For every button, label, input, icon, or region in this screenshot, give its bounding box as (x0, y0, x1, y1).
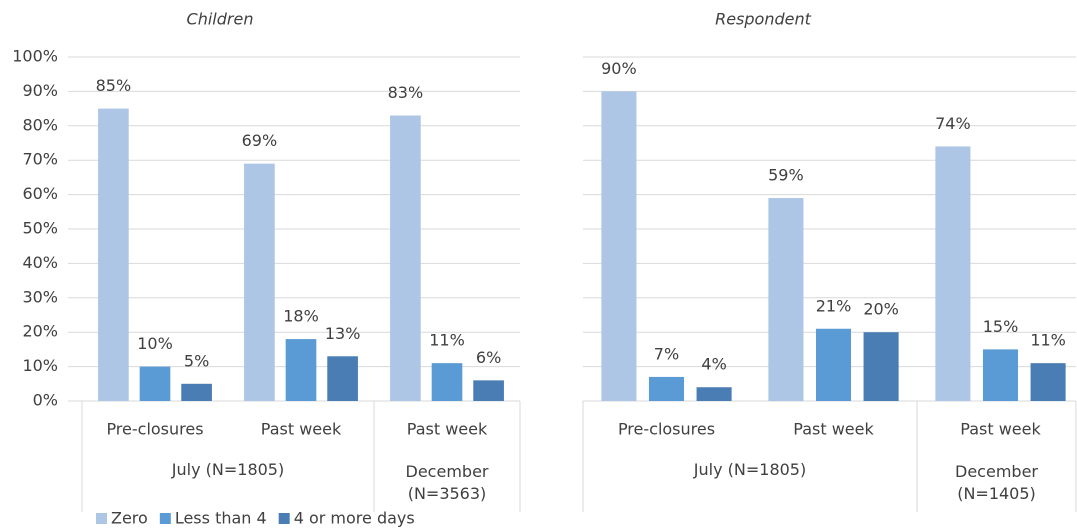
bar (863, 332, 899, 401)
bar (244, 163, 275, 401)
y-tick-label: 80% (22, 115, 58, 134)
x-tick-label: Past week (261, 420, 342, 439)
group-label: December (N=3563) (405, 462, 489, 503)
data-label: 90% (601, 59, 637, 78)
chart-title: Children (187, 10, 254, 29)
bar (327, 356, 358, 401)
data-label: 85% (96, 76, 132, 95)
legend-label: 4 or more days (294, 509, 415, 528)
bar (431, 363, 463, 401)
group-label: July (N=1805) (171, 460, 285, 479)
legend-label: Zero (111, 509, 148, 528)
x-tick-label: Past week (960, 420, 1041, 439)
bar (139, 366, 171, 401)
bar (181, 383, 212, 401)
group-label: July (N=1805) (693, 460, 807, 479)
bar (935, 146, 971, 401)
data-label: 13% (325, 324, 361, 343)
y-tick-label: 100% (12, 47, 58, 66)
x-tick-label: Past week (407, 420, 488, 439)
data-label: 6% (476, 348, 501, 367)
legend-swatch (159, 513, 171, 524)
data-label: 5% (184, 351, 209, 370)
bar (696, 387, 732, 401)
data-label: 21% (816, 296, 852, 315)
data-label: 11% (1030, 331, 1066, 350)
data-label: 15% (983, 317, 1019, 336)
bar (1030, 363, 1066, 401)
data-label: 83% (388, 83, 424, 102)
data-label: 59% (768, 166, 804, 185)
y-tick-label: 0% (33, 391, 58, 410)
group-label: December (N=1405) (955, 462, 1038, 503)
bar (648, 376, 685, 401)
bar (390, 115, 421, 401)
x-tick-label: Past week (793, 420, 874, 439)
x-tick-label: Pre-closures (618, 420, 715, 439)
bar (601, 91, 637, 402)
data-label: 74% (935, 114, 971, 133)
y-tick-label: 90% (22, 81, 58, 100)
legend-swatch (278, 513, 290, 524)
data-label: 10% (137, 334, 173, 353)
bar (473, 380, 504, 401)
data-label: 7% (654, 344, 679, 363)
y-tick-label: 10% (22, 356, 58, 375)
bar (982, 349, 1019, 401)
data-label: 11% (429, 331, 465, 350)
y-tick-label: 60% (22, 184, 58, 203)
bar (98, 108, 129, 401)
bar (285, 339, 317, 401)
y-tick-label: 30% (22, 287, 58, 306)
y-tick-label: 20% (22, 322, 58, 341)
data-label: 69% (242, 131, 278, 150)
data-label: 18% (283, 307, 319, 326)
y-tick-label: 50% (22, 219, 58, 238)
data-label: 20% (863, 300, 899, 319)
bar (815, 328, 852, 401)
legend-label: Less than 4 (175, 509, 267, 528)
y-tick-label: 40% (22, 253, 58, 272)
legend-swatch (96, 513, 107, 524)
y-tick-label: 70% (22, 150, 58, 169)
data-label: 4% (701, 355, 726, 374)
x-tick-label: Pre-closures (106, 420, 203, 439)
bar (768, 198, 804, 401)
chart-title: Respondent (715, 10, 812, 29)
